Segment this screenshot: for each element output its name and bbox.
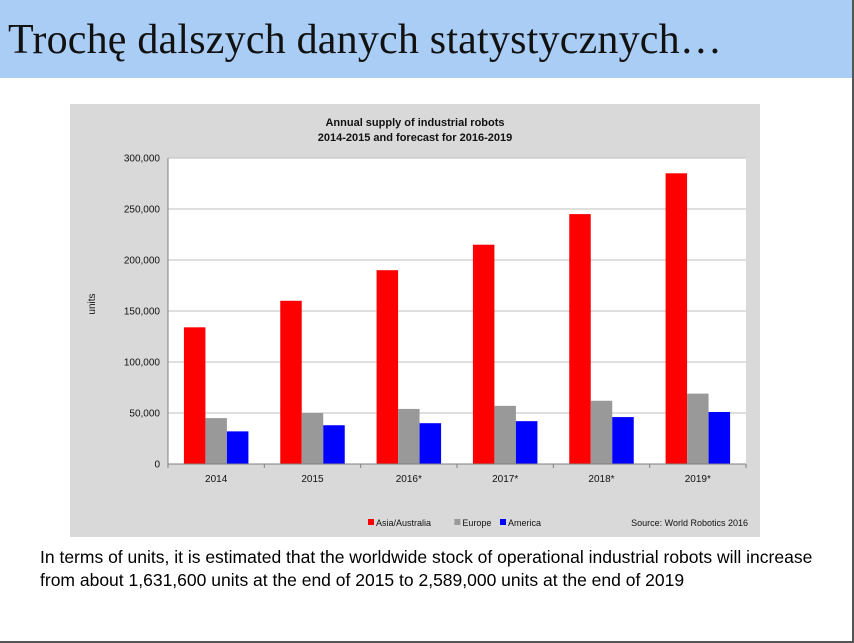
x-tick-label: 2014	[205, 474, 228, 485]
bar-america-5	[708, 411, 731, 464]
x-tick-label: 2019*	[685, 474, 711, 485]
legend: Asia/Australia Europe America	[368, 518, 541, 528]
y-tick-labels: 0 50,000 100,000 150,000 200,000 250,000 300,0…	[124, 154, 161, 471]
y-tick-label: 0	[154, 460, 160, 471]
bar-asia-australia-5	[665, 173, 688, 465]
legend-swatch	[368, 519, 374, 525]
axes	[167, 158, 747, 468]
bar-america-2	[419, 423, 442, 464]
bar-europe-0	[205, 418, 227, 464]
bar-europe-1	[301, 413, 324, 464]
x-tick-label: 2016*	[396, 474, 422, 485]
bar-asia-australia-0	[183, 327, 206, 464]
bar-europe-3	[494, 405, 516, 464]
legend-swatch	[454, 519, 461, 525]
bar-asia-australia-3	[472, 244, 495, 464]
bar-america-3	[515, 421, 538, 464]
legend-swatch	[500, 519, 506, 525]
caption-text: In terms of units, it is estimated that …	[40, 547, 813, 590]
y-tick-label: 200,000	[124, 256, 161, 267]
legend-label: Asia/Australia	[376, 518, 431, 528]
bar-europe-4	[590, 400, 613, 464]
bar-america-4	[612, 417, 634, 464]
y-tick-label: 100,000	[124, 358, 161, 369]
chart-area: 0 50,000 100,000 150,000 200,000 250,000 300,0…	[70, 104, 760, 537]
chart-title: Annual supply of industrial robots	[325, 117, 504, 129]
bar-america-0	[226, 431, 249, 464]
legend-label: America	[508, 518, 541, 528]
source-note: Source: World Robotics 2016	[631, 518, 748, 528]
title-bar: Trochę dalszych danych statystycznych…	[0, 0, 852, 78]
x-tick-label: 2017*	[492, 474, 518, 485]
y-tick-label: 250,000	[124, 205, 161, 216]
bar-asia-australia-2	[376, 270, 399, 464]
gridlines	[168, 157, 746, 465]
y-tick-label: 300,000	[124, 154, 161, 165]
chart-subtitle: 2014-2015 and forecast for 2016-2019	[318, 132, 512, 144]
bar-asia-australia-1	[280, 300, 302, 464]
x-tick-label: 2018*	[588, 474, 614, 485]
y-tick-label: 50,000	[129, 409, 160, 420]
x-tick-label: 2015	[301, 474, 324, 485]
slide-title: Trochę dalszych danych statystycznych…	[8, 17, 723, 63]
bar-europe-2	[398, 408, 420, 464]
y-tick-label: 150,000	[124, 307, 161, 318]
bar-chart: 0 50,000 100,000 150,000 200,000 250,000 300,0…	[87, 117, 748, 528]
bars	[183, 173, 731, 465]
bar-europe-5	[687, 393, 709, 464]
legend-label: Europe	[462, 518, 491, 528]
bar-america-1	[323, 425, 345, 464]
x-tick-labels: 2014 2015 2016* 2017* 2018* 2019*	[205, 474, 711, 485]
y-axis-label: units	[87, 293, 98, 314]
bar-asia-australia-4	[569, 214, 591, 464]
